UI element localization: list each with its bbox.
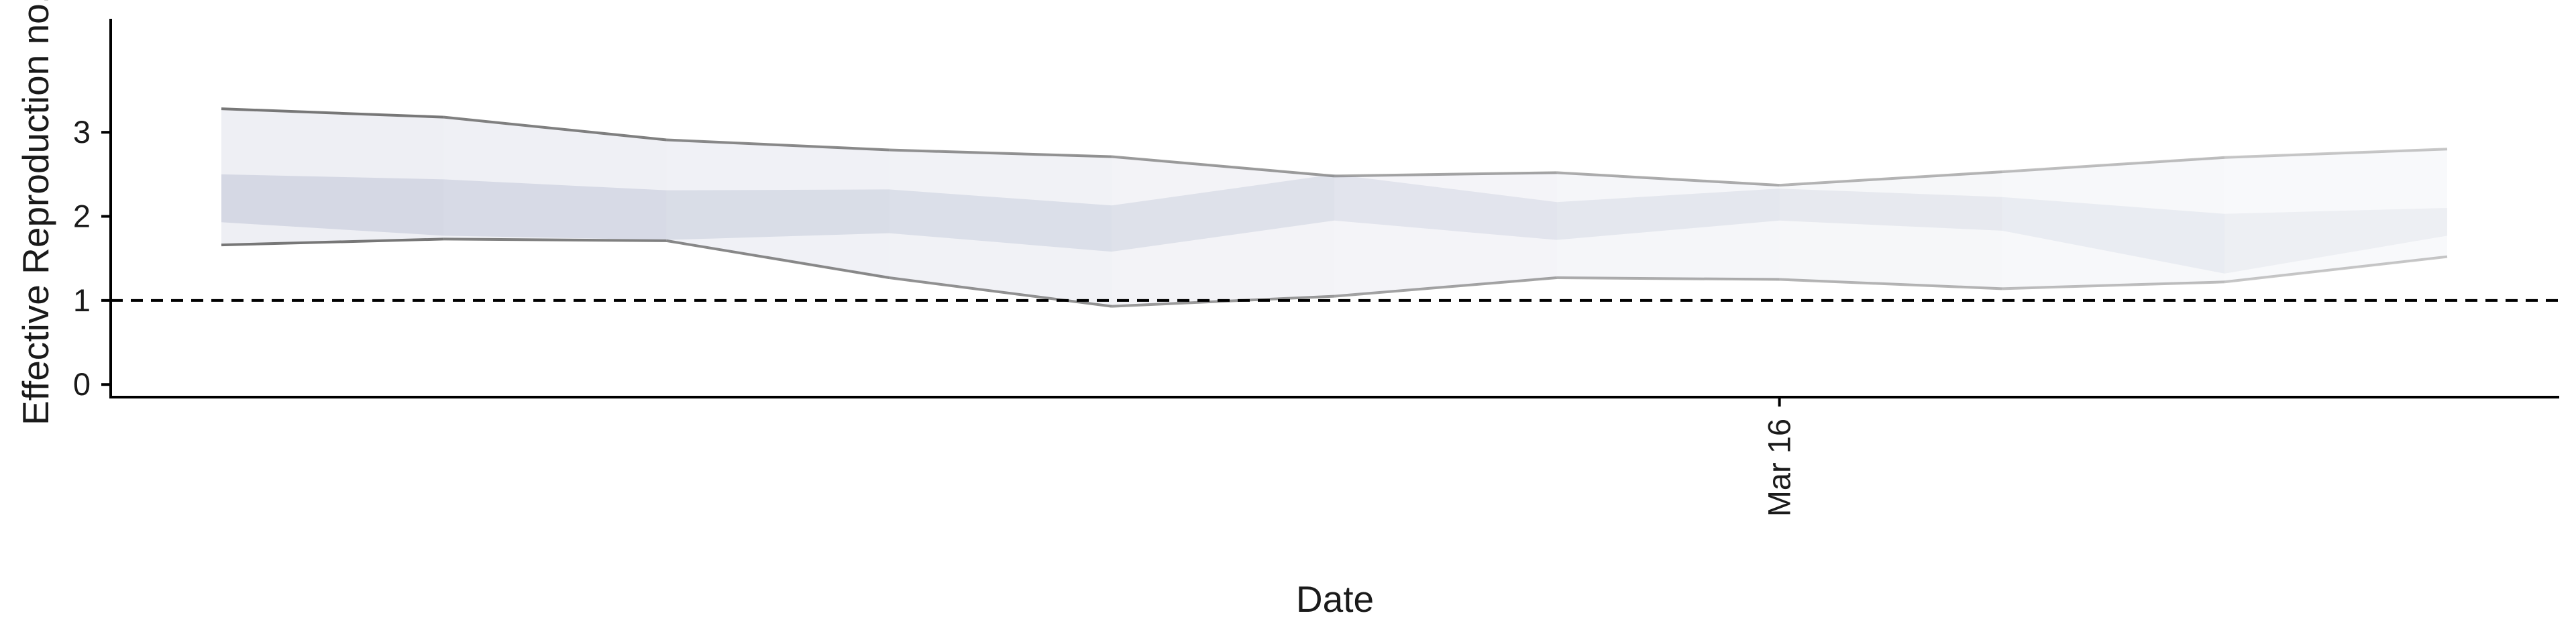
lower-bound-segment-5 [1334,276,1557,298]
band-90-segment-5 [1334,172,1557,297]
band-50-segment-0 [221,174,444,236]
lower-bound-segment-3 [889,276,1112,308]
upper-bound-segment-2 [666,138,890,152]
band-90-segment-1 [443,117,667,241]
lower-bound-segment-6 [1556,276,1780,281]
lower-bound-segment-1 [443,237,667,242]
x-axis-ticks: Mar 16 [1762,397,1797,517]
band-50-segment-3 [889,189,1112,252]
band-50-segment-4 [1112,174,1334,252]
band-50-segment-9 [2224,208,2447,274]
band-50-segment-8 [2002,197,2225,274]
band-50-segment-5 [1334,174,1557,240]
band-50-segment-6 [1556,189,1780,240]
lower-bound-segment-2 [666,239,890,279]
lower-bound-segment-8 [2002,280,2225,290]
upper-bound-segment-7 [1779,170,2002,187]
band-90-segment-2 [666,140,890,278]
band-50-segment-2 [666,189,890,240]
band-50-segment-7 [1779,189,2002,231]
band-90-segment-8 [2002,157,2225,289]
upper-bound-segment-3 [889,148,1112,158]
upper-bound-segment-6 [1556,171,1780,187]
y-tick-label-2: 2 [73,199,91,234]
band-90-segment-7 [1779,172,2002,289]
y-tick-label-3: 3 [73,114,91,150]
y-tick-label-1: 1 [73,282,91,318]
upper-bound-segment-0 [221,107,444,119]
lower-bound-segment-7 [1779,278,2002,290]
y-axis-title: Effective Reproduction no. [15,0,56,425]
x-axis-title: Date [1296,578,1374,620]
y-axis-ticks: 0 1 2 3 [73,114,111,402]
band-90-segment-0 [221,109,444,246]
band-90-segment-4 [1112,156,1334,307]
lower-bound-segment-9 [2224,255,2448,284]
interval-boundary-lines [221,107,2448,308]
y-tick-label-0: 0 [73,366,91,402]
band-90-segment-6 [1556,172,1780,280]
band-90-segment-9 [2224,149,2447,282]
upper-bound-segment-9 [2224,148,2448,159]
band-90-segment-3 [889,150,1112,307]
band-50-segment-1 [443,179,667,240]
upper-bound-segment-5 [1334,171,1557,178]
upper-bound-segment-8 [2002,156,2225,174]
upper-bound-segment-4 [1112,155,1335,178]
x-tick-label-0: Mar 16 [1762,419,1797,517]
lower-bound-segment-0 [221,237,444,247]
upper-bound-segment-1 [443,115,667,142]
credible-interval-bands [221,109,2447,307]
